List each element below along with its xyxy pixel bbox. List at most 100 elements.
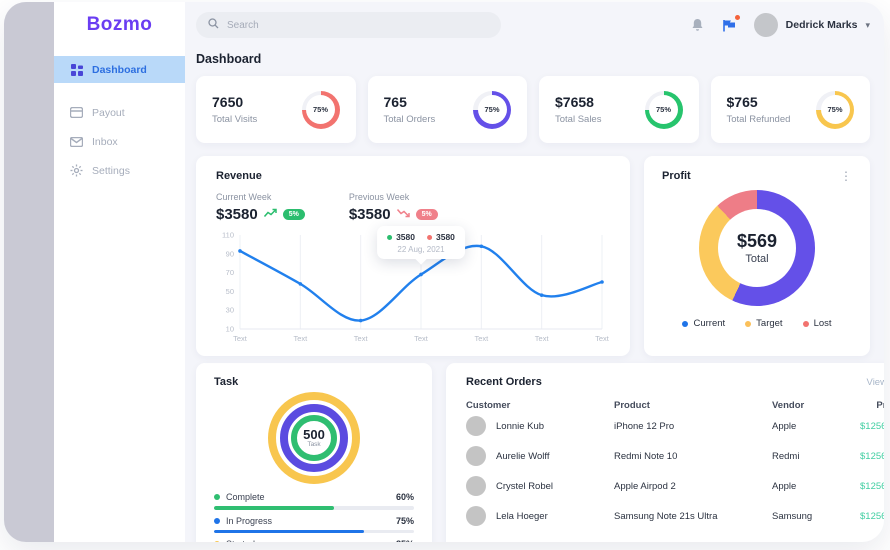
tooltip-date: 22 Aug, 2021 [397,245,445,255]
profit-total-value: $569 [736,231,778,251]
stat-percent: 75% [477,95,507,124]
sidebar-item-label: Payout [92,106,125,119]
task-progress-inprogress: In Progress 75% [214,516,414,533]
user-name: Dedrick Marks [785,19,858,31]
legend-dot-target [745,320,752,327]
topbar: Dedrick Marks ▾ [196,2,870,48]
stat-value: 7650 [212,94,244,110]
stat-value: $7658 [555,94,594,110]
left-rail [4,2,54,542]
task-progress-started: Started85% [214,539,414,542]
svg-text:30: 30 [226,306,234,315]
revenue-title: Revenue [216,170,262,182]
orders-title: Recent Orders [466,376,542,388]
chart-tooltip: 3580 3580 22 Aug, 2021 [377,226,465,260]
task-title: Task [214,376,239,388]
sidebar-item-settings[interactable]: Settings [54,157,185,184]
table-row[interactable]: Lela Hoeger Samsung Note 21s Ultra Samsu… [466,501,884,531]
profit-donut: $569 Total [699,190,815,306]
previous-week-stat: Previous Week $3580 5% [349,192,438,223]
stat-percent: 75% [306,95,335,124]
kebab-menu-icon[interactable]: ⋮ [840,169,852,183]
dashboard-grid-icon [70,63,83,76]
view-all-link[interactable]: View All [866,376,884,388]
revenue-chart: 110 90 70 50 30 10 Text Text Text Text Text Text Tex… [216,226,610,350]
svg-text:50: 50 [226,287,234,296]
page-title: Dashboard [196,52,262,66]
recent-orders-card: Recent Orders View All Customer Product … [446,363,884,542]
avatar [466,506,486,526]
sidebar: Bozmo Dashboard Payout Inbox [54,2,185,542]
legend-dot-lost [802,320,809,327]
search-bar[interactable] [196,12,501,38]
stat-value: $765 [726,94,758,110]
tooltip-previous-dot [427,235,432,241]
stat-percent: 75% [649,95,678,124]
sidebar-item-dashboard[interactable]: Dashboard [54,56,185,83]
stat-percent: 75% [820,95,850,124]
inbox-envelope-icon [70,135,83,148]
svg-text:Text: Text [414,334,429,343]
stat-label: Total Visits [212,114,258,125]
revenue-card: Revenue Current Week $3580 5% Previous W… [196,156,630,356]
svg-text:70: 70 [226,268,234,277]
avatar [466,446,486,466]
task-total-label: Task [307,441,321,448]
stat-label: Total Sales [555,114,602,125]
stat-ring: 75% [816,90,854,129]
stat-ring: 75% [473,90,511,129]
notification-badge [734,15,740,20]
change-badge-down: 5% [415,208,438,220]
svg-text:Text: Text [354,334,369,343]
sidebar-item-label: Inbox [92,135,118,148]
table-row[interactable]: Aurelie Wolff Redmi Note 10 Redmi $1256.… [466,441,884,471]
task-card: Task 500 Task [196,363,432,542]
svg-text:10: 10 [226,325,234,334]
task-ring-complete: 500 Task [291,415,337,461]
chevron-down-icon: ▾ [865,19,870,30]
stat-label: Total Refunded [726,114,791,125]
settings-gear-icon [70,164,83,177]
main-content: Dedrick Marks ▾ Dashboard 7650 Total Vis… [185,2,884,542]
svg-text:110: 110 [222,231,234,240]
user-menu[interactable]: Dedrick Marks ▾ [753,13,870,37]
profit-card: Profit ⋮ $569 Total Current Target Lost [644,156,870,356]
svg-text:Text: Text [293,334,308,343]
stat-card-total-orders: 765 Total Orders 75% [367,76,527,143]
task-rings: 500 Task [214,390,414,486]
stat-cards: 7650 Total Visits 75% 765 Total Orders 7… [196,76,870,143]
avatar [466,416,486,436]
stat-ring: 75% [644,90,683,129]
dot-icon [214,494,220,500]
trend-down-icon [396,205,410,223]
trend-up-icon [263,205,277,223]
svg-text:Text: Text [474,334,489,343]
svg-text:Text: Text [535,334,550,343]
payout-card-icon [70,106,83,119]
sidebar-item-inbox[interactable]: Inbox [54,128,185,155]
stat-card-total-refunded: $765 Total Refunded 75% [710,76,870,143]
user-avatar [753,13,778,37]
stat-label: Total Orders [383,114,436,125]
search-icon [208,16,219,34]
sidebar-item-payout[interactable]: Payout [54,99,185,126]
dot-icon [214,541,220,542]
task-ring-inprogress: 500 Task [280,404,348,472]
avatar [466,476,486,496]
profit-legend: Current Target Lost [662,318,852,329]
app-window: Bozmo Dashboard Payout Inbox [4,2,884,542]
stat-card-total-visits: 7650 Total Visits 75% [196,76,356,143]
table-row[interactable]: Crystel Robel Apple Airpod 2 Apple $1256… [466,471,884,501]
flag-icon[interactable] [722,15,740,33]
current-week-stat: Current Week $3580 5% [216,192,305,223]
search-input[interactable] [227,19,489,31]
change-badge-up: 5% [282,208,305,220]
tooltip-current-dot [387,235,393,241]
svg-text:Text: Text [595,334,610,343]
table-row[interactable]: Lonnie Kub iPhone 12 Pro Apple $1256.00 [466,411,884,441]
svg-text:Text: Text [233,334,248,343]
bell-icon[interactable] [690,17,706,33]
stat-ring: 75% [301,90,340,129]
